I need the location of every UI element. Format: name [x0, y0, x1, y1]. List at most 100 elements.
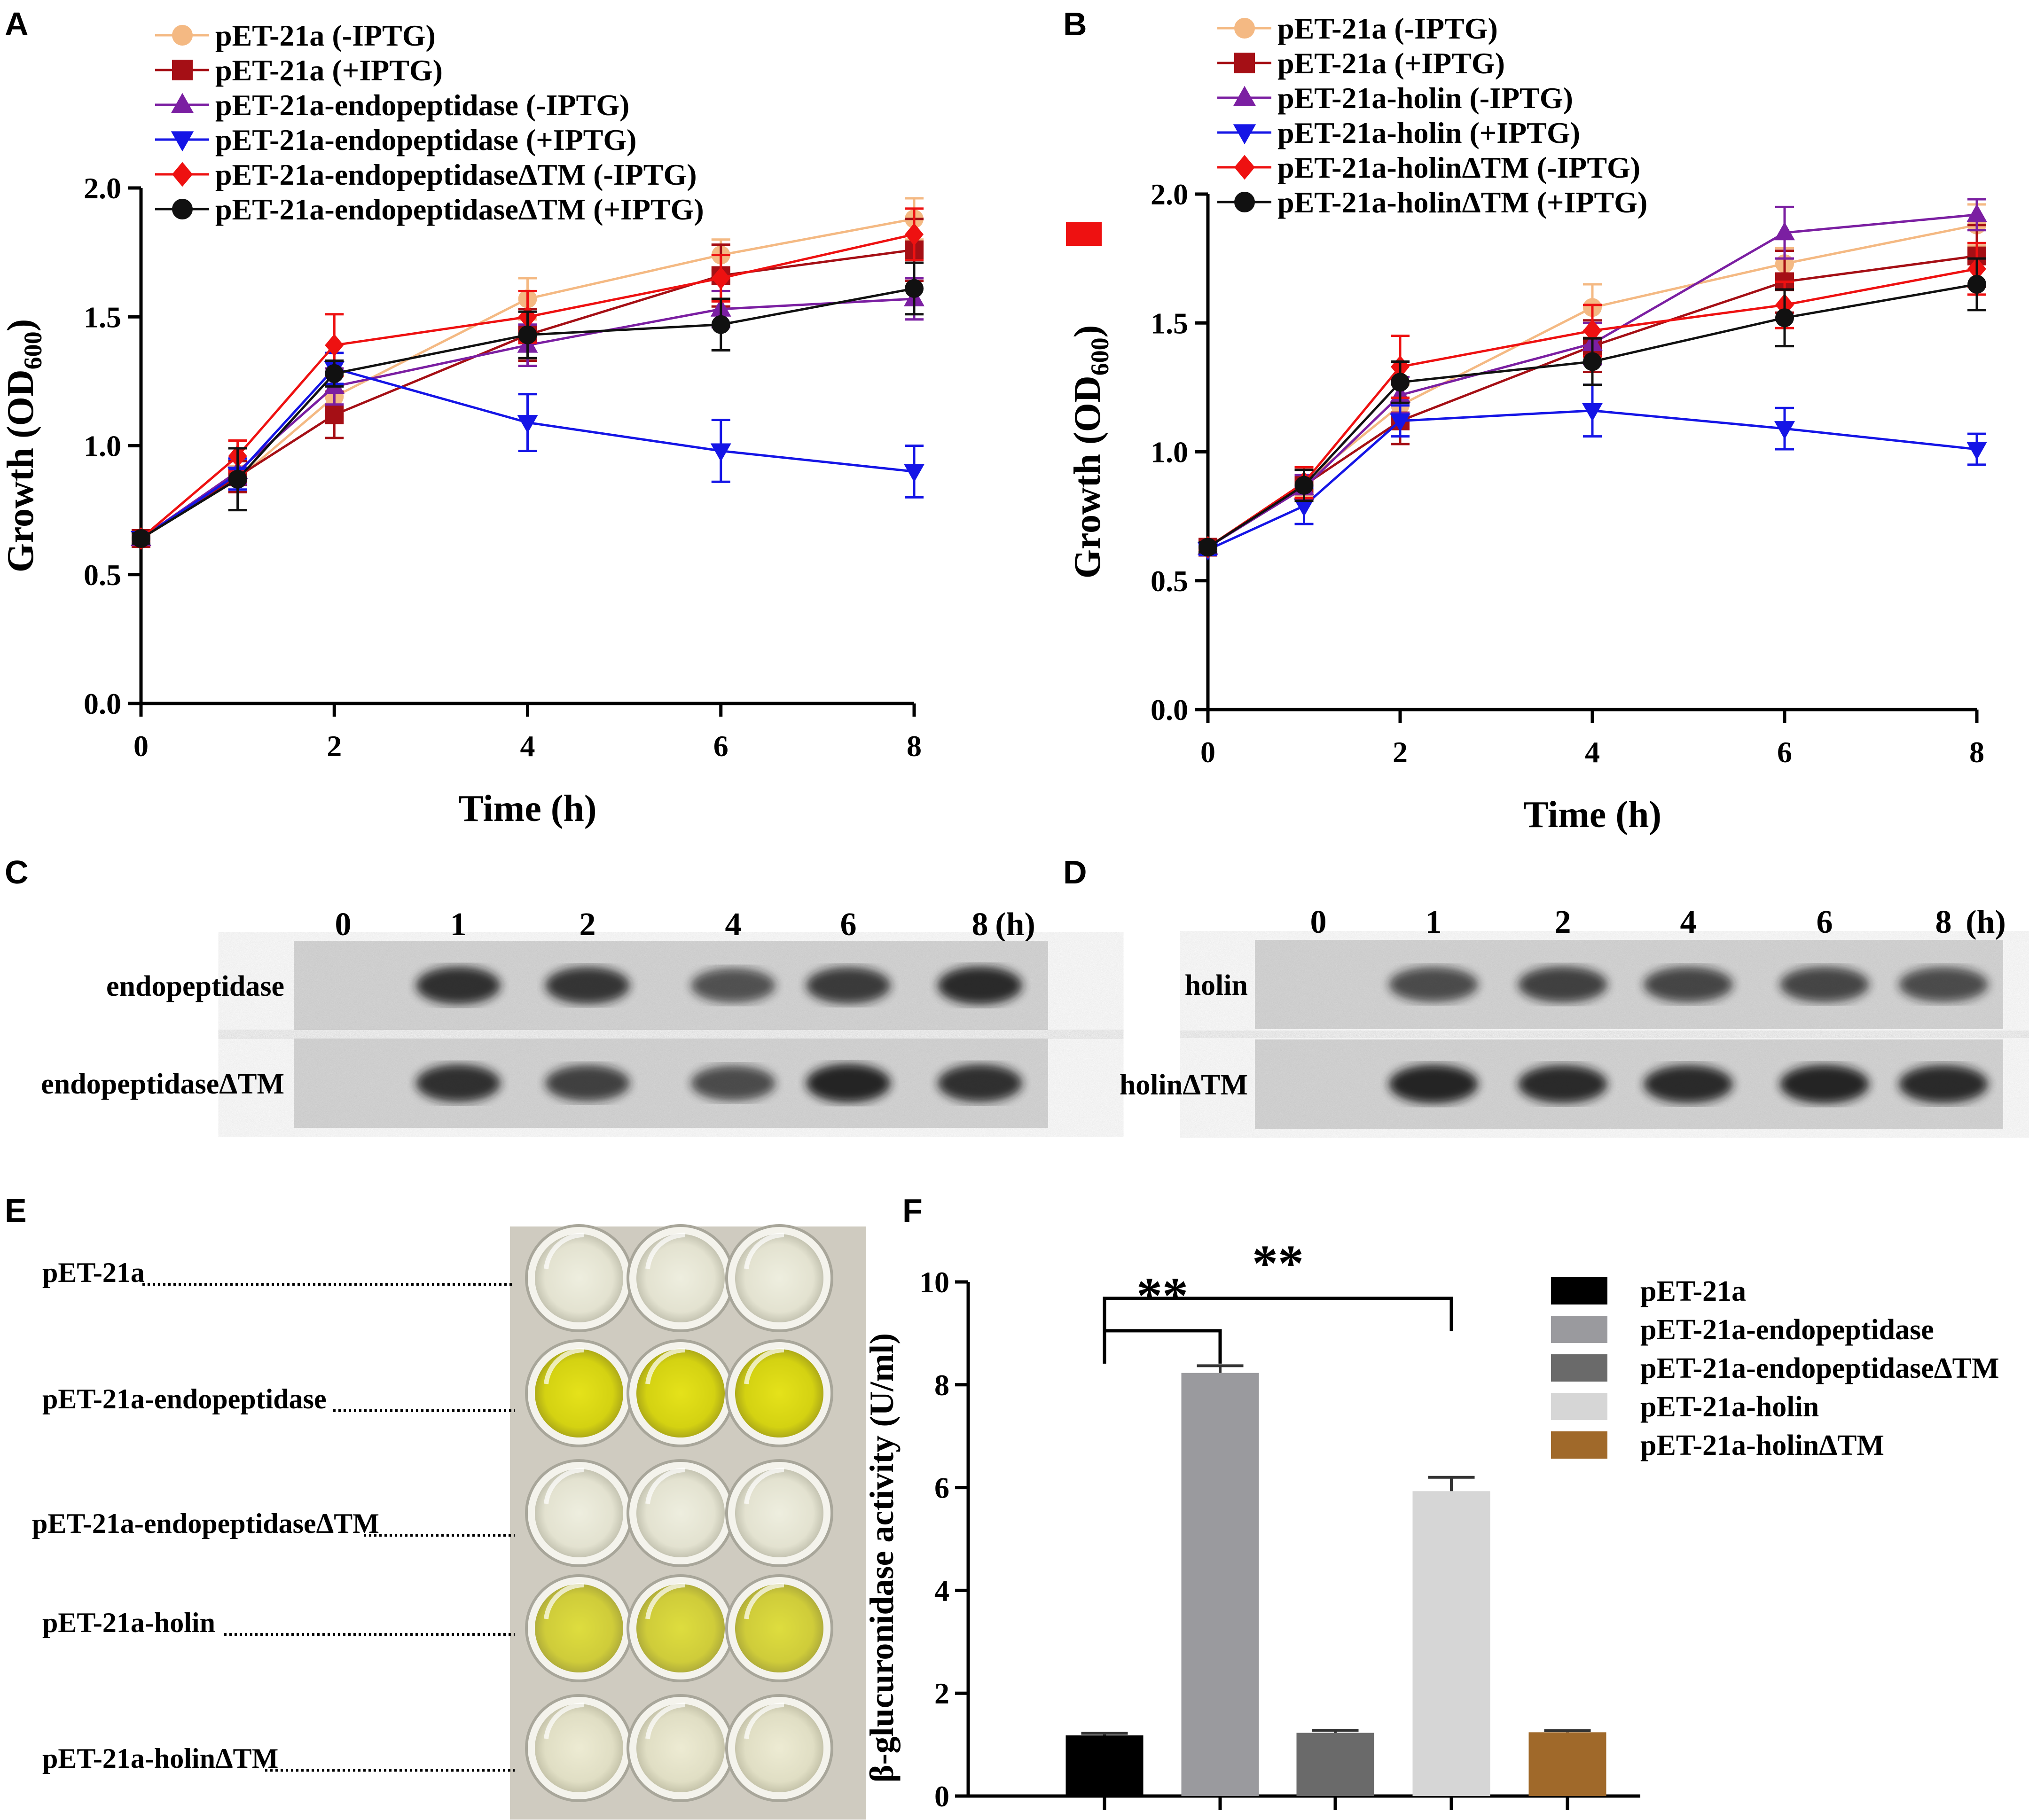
blot-band — [545, 1065, 630, 1101]
y-tick-label: 2 — [934, 1677, 949, 1710]
well-liquid — [735, 1349, 823, 1437]
legend-label: pET-21a-endopeptidase (+IPTG) — [215, 123, 636, 156]
blot-texture — [1255, 1039, 2003, 1129]
well-liquid — [535, 1584, 623, 1672]
blot-texture — [1255, 940, 2003, 1029]
lane-label: 4 — [725, 906, 742, 943]
data-point — [1294, 476, 1314, 495]
series-4 — [132, 207, 924, 550]
blot-band — [938, 966, 1022, 1005]
x-tick-label: 0 — [1200, 735, 1215, 769]
data-point — [1583, 352, 1602, 371]
data-point — [1390, 413, 1410, 432]
y-tick-label: 2.0 — [1151, 178, 1188, 211]
well-highlight — [744, 1467, 784, 1504]
blot-band — [545, 967, 630, 1004]
blot-band — [416, 966, 501, 1005]
data-point — [1774, 222, 1795, 241]
y-axis-title: β-glucuronidase activity (U/ml) — [863, 1333, 901, 1783]
lane-label: 6 — [1817, 904, 1833, 940]
chart-b: 0.0 0.5 1.0 1.5 2.0 0 2 4 6 8 Time (h) Growth (OD60… — [1067, 12, 1987, 836]
legend-swatch — [1551, 1277, 1607, 1304]
x-tick-label: 2 — [327, 729, 342, 763]
y-tick-label: 1.5 — [1151, 306, 1188, 340]
significance-label: ** — [1136, 1267, 1188, 1324]
lane-unit: (h) — [1966, 904, 2006, 940]
legend-marker — [1234, 155, 1255, 180]
y-axis-title: Growth (OD600) — [0, 319, 47, 572]
well-highlight — [744, 1347, 784, 1384]
series-line — [140, 218, 915, 540]
series-line — [1207, 409, 1977, 551]
x-tick-label: 2 — [1393, 735, 1408, 769]
x-axis-title: Time (h) — [1523, 794, 1661, 836]
well-highlight — [544, 1467, 584, 1504]
data-point — [711, 315, 730, 334]
data-point — [325, 334, 344, 357]
x-tick-label: 8 — [1969, 735, 1984, 769]
western-blot-d: 0 1 2 4 6 8 (h) holin holinΔTM — [1120, 904, 2006, 1129]
legend-marker — [172, 162, 193, 187]
legend-label: pET-21a — [1640, 1275, 1746, 1307]
blot-band — [691, 1065, 776, 1101]
legend-label: pET-21a-holin — [1640, 1391, 1819, 1423]
blot-texture — [294, 941, 1048, 1030]
well-highlight — [544, 1232, 584, 1269]
y-tick-label: 1.0 — [1151, 436, 1188, 469]
legend-marker — [172, 25, 193, 46]
x-tick-label: 6 — [713, 729, 729, 763]
series-line — [1207, 283, 1977, 548]
well-highlight — [744, 1232, 784, 1269]
data-point — [1775, 308, 1794, 328]
panel-label-a: A — [5, 6, 29, 42]
well-highlight — [544, 1347, 584, 1384]
legend-marker — [1234, 192, 1255, 212]
well-liquid — [735, 1234, 823, 1322]
y-tick-label: 2.0 — [84, 172, 121, 205]
lane-label: 0 — [335, 906, 352, 943]
data-point — [905, 279, 924, 298]
data-point — [1966, 203, 1987, 222]
lane-label: 2 — [1555, 904, 1571, 940]
well-liquid — [535, 1469, 623, 1557]
legend-marker — [171, 131, 194, 152]
blot-band — [1780, 1064, 1869, 1104]
well-highlight — [744, 1582, 784, 1619]
bar — [1296, 1733, 1374, 1796]
y-axis-title: Growth (OD600) — [1067, 325, 1114, 578]
x-tick-label: 8 — [907, 729, 922, 763]
well-liquid — [636, 1234, 725, 1322]
blot-band — [1518, 1065, 1607, 1103]
well-highlight — [645, 1582, 686, 1619]
legend-marker — [1234, 53, 1255, 73]
y-title-sub: 600 — [1086, 337, 1114, 375]
blot-band — [1644, 1065, 1733, 1103]
chart-a: 0.0 0.5 1.0 1.5 2.0 0 2 4 6 8 Time (h) Growth (OD60… — [0, 19, 924, 829]
well-liquid — [735, 1704, 823, 1792]
well-highlight — [645, 1232, 686, 1269]
series-line — [140, 233, 915, 539]
blot-band — [1780, 967, 1869, 1002]
legend-label: pET-21a-endopeptidaseΔTM (+IPTG) — [215, 193, 704, 226]
series-3 — [131, 352, 924, 549]
blot-band — [806, 1063, 891, 1103]
data-point — [711, 266, 730, 289]
legend-marker — [1233, 86, 1256, 106]
legend-label: pET-21a-endopeptidase — [1640, 1314, 1934, 1346]
y-title-sub: 600 — [19, 331, 47, 369]
data-point — [905, 223, 924, 246]
well-liquid — [735, 1469, 823, 1557]
blot-band — [806, 967, 891, 1004]
y-tick-label: 0.5 — [84, 558, 121, 592]
blot-texture — [294, 1039, 1048, 1128]
x-tick-label: 0 — [133, 729, 149, 763]
series-5 — [132, 261, 924, 548]
well-liquid — [535, 1234, 623, 1322]
data-point — [517, 415, 538, 434]
y-tick-label: 6 — [934, 1471, 949, 1505]
series-5 — [1199, 257, 1986, 557]
y-tick-label: 1.5 — [84, 300, 121, 334]
legend-label: pET-21a-holinΔTM (+IPTG) — [1277, 186, 1647, 219]
y-tick-label: 0.0 — [1151, 693, 1188, 726]
plate-row-label: pET-21a-holin — [42, 1607, 215, 1638]
